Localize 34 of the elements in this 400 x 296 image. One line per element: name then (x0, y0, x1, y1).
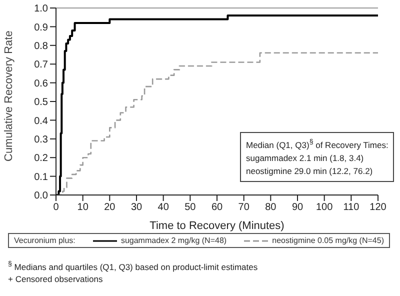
annotation: sugammadex 2.1 min (1.8, 3.4) (246, 152, 364, 163)
x-axis-title: Time to Recovery (Minutes) (150, 220, 284, 232)
x-tick-label: 80 (265, 202, 277, 214)
y-tick-label: 0.6 (34, 78, 48, 90)
x-tick-label: 50 (184, 202, 196, 214)
x-tick-label: 20 (104, 202, 116, 214)
y-tick-label: 0.9 (34, 22, 48, 34)
y-tick-label: 0.1 (34, 172, 48, 183)
y-axis-title: Cumulative Recovery Rate (2, 30, 15, 162)
annotation: neostigmine 29.0 min (12.2, 76.2) (246, 166, 373, 176)
x-tick-label: 110 (343, 202, 360, 214)
y-tick-label: 1.0 (34, 4, 48, 15)
y-tick-label: 0.7 (34, 60, 48, 71)
x-tick-label: 90 (292, 202, 304, 214)
y-tick-label: 0.3 (34, 134, 48, 146)
y-tick-label: 0.5 (34, 97, 48, 108)
annotation: Median (Q1, Q3)$^{§}$ of Recovery Times: (246, 138, 388, 150)
x-tick-label: 40 (158, 202, 170, 214)
x-tick-label: 100 (316, 202, 334, 214)
y-tick-label: 0.2 (34, 153, 48, 164)
y-tick-label: 0.8 (34, 40, 48, 52)
legend-title: Vecuronium plus: (14, 236, 76, 245)
legend-label: neostigmine 0.05 mg/kg (N=45) (272, 236, 384, 245)
y-tick-label: 0.0 (34, 190, 48, 202)
x-tick-label: 0 (53, 202, 60, 214)
legend-label: sugammadex 2 mg/kg (N=48) (120, 236, 227, 245)
x-tick-label: 120 (370, 202, 387, 214)
y-tick-label: 0.4 (34, 116, 48, 127)
x-tick-label: 10 (77, 202, 89, 214)
text: + Censored observations (8, 274, 103, 284)
x-tick-label: 60 (211, 202, 223, 214)
x-tick-label: 30 (130, 202, 142, 214)
x-tick-label: 70 (238, 202, 250, 214)
text: $^{§}$ Medians and quartiles (Q1, Q3) based on product-limit estimates (8, 260, 258, 272)
